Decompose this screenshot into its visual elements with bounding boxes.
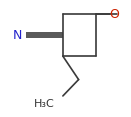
Text: N: N bbox=[12, 29, 22, 42]
Text: H₃C: H₃C bbox=[34, 99, 55, 109]
Text: O: O bbox=[109, 7, 119, 21]
